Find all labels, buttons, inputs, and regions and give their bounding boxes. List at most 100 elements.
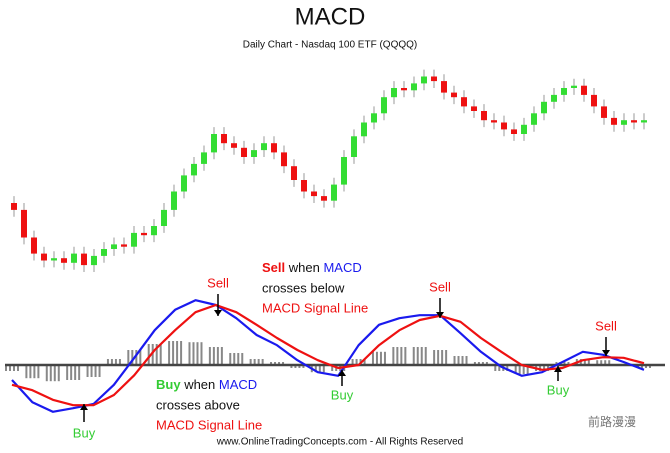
histogram-bar	[294, 365, 297, 368]
histogram-bar	[363, 359, 366, 365]
histogram-bar	[37, 365, 40, 379]
candle-body	[331, 184, 337, 201]
histogram-bar	[420, 347, 423, 365]
histogram-bar	[314, 365, 317, 373]
histogram-bar	[604, 360, 607, 365]
histogram-bar	[331, 365, 334, 371]
candle-body	[121, 244, 127, 247]
histogram-bar	[33, 365, 36, 379]
candle-body	[591, 94, 597, 107]
histogram-bar	[567, 362, 570, 365]
histogram-bar	[522, 365, 525, 374]
histogram-bar	[118, 359, 121, 365]
histogram-bar	[155, 344, 158, 365]
signal-label: Sell	[595, 318, 617, 333]
signal-label: Buy	[331, 387, 354, 402]
candle-body	[281, 152, 287, 167]
histogram-bar	[416, 347, 419, 365]
histogram-bar	[649, 365, 651, 368]
buy-note: Buy when MACD	[156, 377, 257, 392]
candle-body	[171, 191, 177, 210]
histogram-bar	[485, 362, 488, 365]
signal-arrowhead	[80, 404, 88, 410]
candle-body	[161, 209, 167, 226]
histogram-bar	[106, 359, 109, 365]
histogram-bar	[396, 347, 399, 365]
candle-body	[351, 136, 357, 157]
histogram-bar	[249, 359, 252, 365]
candle-body	[191, 163, 197, 176]
chart-subtitle: Daily Chart - Nasdaq 100 ETF (QQQQ)	[243, 40, 418, 51]
signal-arrowhead	[214, 310, 222, 316]
candle-body	[341, 157, 347, 185]
histogram-bar	[220, 347, 223, 365]
watermark: 前路漫漫	[588, 414, 636, 429]
histogram-bar	[172, 341, 175, 365]
histogram-bar	[70, 365, 73, 380]
histogram-bar	[241, 353, 244, 365]
histogram-bar	[351, 359, 354, 365]
note-word: Buy	[156, 377, 181, 392]
signal-arrowhead	[338, 370, 346, 376]
histogram-bar	[379, 351, 382, 365]
histogram-bar	[453, 356, 456, 365]
candle-body	[31, 237, 37, 254]
histogram-bar	[229, 353, 232, 365]
candle-body	[381, 97, 387, 114]
histogram-bar	[270, 362, 273, 365]
signal-arrowhead	[436, 312, 444, 318]
histogram-bar	[355, 359, 358, 365]
histogram-bar	[98, 365, 101, 377]
candle-body	[491, 120, 497, 123]
histogram-bar	[168, 341, 171, 365]
histogram-bar	[371, 351, 374, 365]
histogram-bar	[253, 359, 256, 365]
histogram-bar	[78, 365, 81, 380]
histogram-bar	[127, 350, 130, 365]
candle-body	[451, 92, 457, 98]
candle-body	[131, 232, 137, 247]
note-line: MACD Signal Line	[262, 300, 368, 315]
signal-label: Sell	[207, 275, 229, 290]
histogram-bar	[17, 365, 19, 371]
histogram-bar	[596, 360, 599, 365]
candle-body	[601, 106, 607, 118]
note-line: MACD Signal Line	[156, 417, 262, 432]
chart-title: MACD	[295, 3, 366, 30]
note-word: when	[288, 260, 320, 275]
candle-body	[211, 134, 217, 153]
histogram-bar	[282, 362, 285, 365]
histogram-bar	[481, 362, 484, 365]
candle-body	[531, 113, 537, 125]
candle-body	[231, 143, 237, 148]
histogram-bar	[298, 365, 301, 368]
histogram-bar	[518, 365, 521, 374]
histogram-bar	[600, 360, 603, 365]
candle-body	[361, 122, 367, 137]
histogram-bar	[74, 365, 77, 380]
candle-body	[151, 226, 157, 236]
candle-body	[561, 88, 567, 95]
histogram-bar	[257, 359, 260, 365]
histogram-bar	[147, 344, 150, 365]
candle-body	[221, 134, 227, 144]
histogram-bar	[424, 347, 427, 365]
candle-body	[101, 249, 107, 256]
histogram-bar	[445, 350, 448, 365]
histogram-bar	[290, 365, 293, 368]
histogram-bar	[375, 351, 378, 365]
histogram-bar	[400, 347, 403, 365]
candle-body	[261, 143, 267, 151]
histogram-bar	[237, 353, 240, 365]
candle-body	[631, 120, 637, 123]
histogram-bar	[302, 365, 305, 368]
histogram-bar	[539, 365, 542, 371]
histogram-bar	[49, 365, 52, 382]
candle-body	[431, 76, 437, 82]
histogram-bar	[233, 353, 236, 365]
candle-body	[541, 101, 547, 114]
histogram-bar	[514, 365, 517, 374]
candle-body	[621, 120, 627, 125]
candle-body	[271, 143, 277, 153]
note-line: crosses above	[156, 397, 240, 412]
